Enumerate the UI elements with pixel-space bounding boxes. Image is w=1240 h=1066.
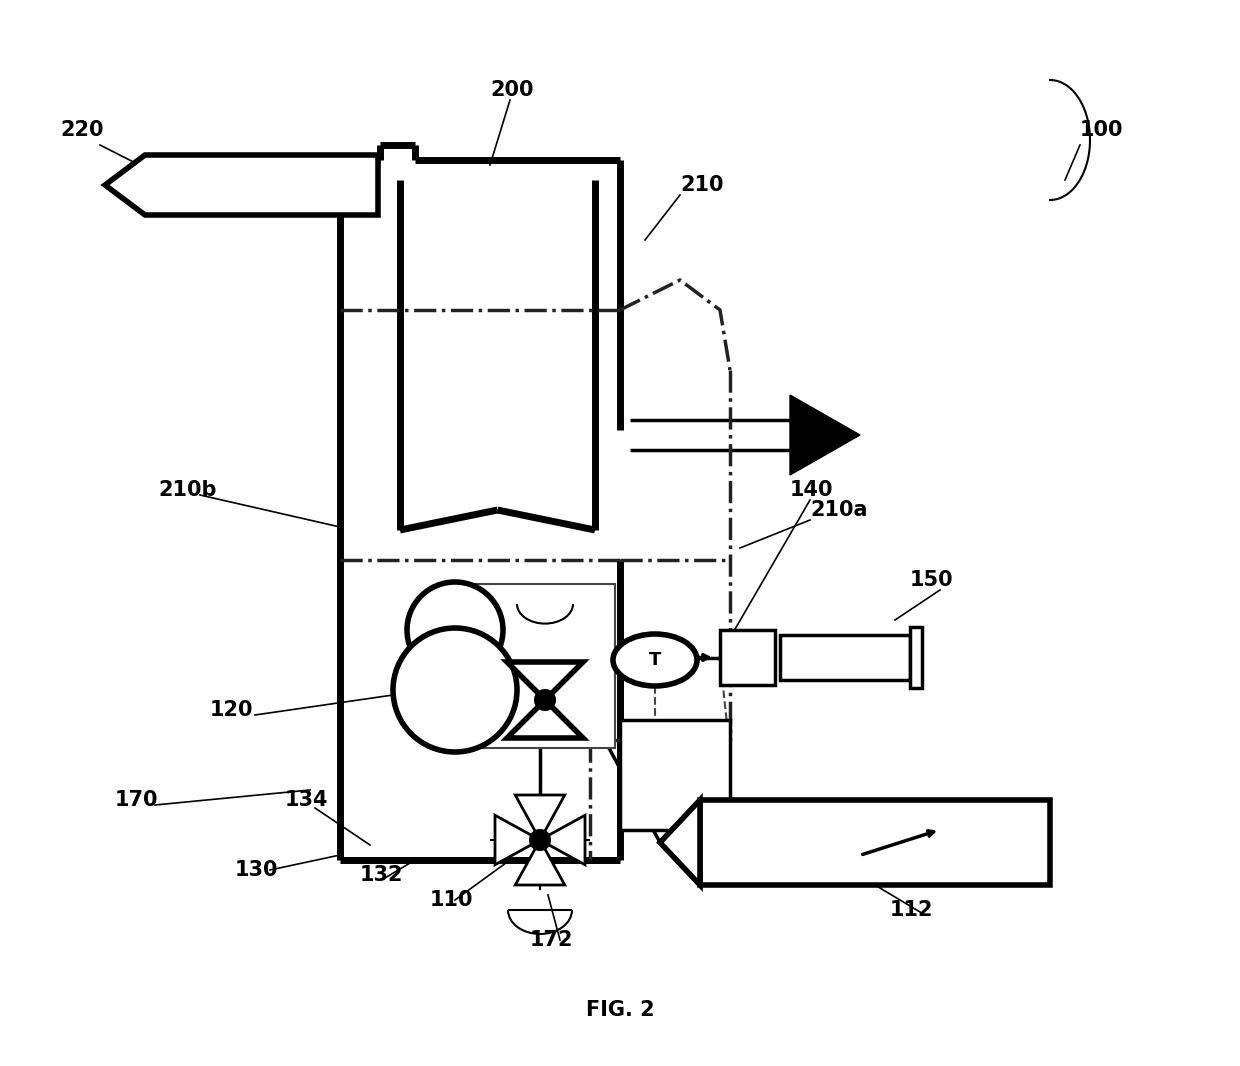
Polygon shape <box>495 815 539 865</box>
Bar <box>720 630 775 685</box>
Polygon shape <box>516 840 564 885</box>
Polygon shape <box>660 800 701 885</box>
Text: 220: 220 <box>60 120 103 140</box>
Bar <box>620 720 730 830</box>
Circle shape <box>407 582 503 678</box>
Circle shape <box>534 690 556 710</box>
Text: 132: 132 <box>360 865 403 885</box>
Circle shape <box>393 628 517 752</box>
Text: 100: 100 <box>1080 120 1123 140</box>
Text: 210a: 210a <box>810 500 868 520</box>
Polygon shape <box>507 662 583 700</box>
Circle shape <box>529 830 551 850</box>
Bar <box>701 800 1050 885</box>
Bar <box>780 635 910 680</box>
Text: 200: 200 <box>490 80 533 100</box>
Text: 210b: 210b <box>157 480 217 500</box>
Polygon shape <box>790 395 861 475</box>
Text: 120: 120 <box>210 700 253 720</box>
Ellipse shape <box>613 634 697 687</box>
Text: 112: 112 <box>890 900 934 920</box>
Polygon shape <box>516 795 564 840</box>
Text: 210: 210 <box>680 175 723 195</box>
Text: T: T <box>649 651 661 669</box>
Polygon shape <box>507 700 583 738</box>
Text: 140: 140 <box>790 480 833 500</box>
Text: 134: 134 <box>285 790 329 810</box>
Text: FIG. 2: FIG. 2 <box>585 1000 655 1020</box>
Bar <box>910 627 923 688</box>
Text: 172: 172 <box>529 930 573 950</box>
Polygon shape <box>105 155 378 215</box>
Text: 150: 150 <box>910 570 954 589</box>
Text: 130: 130 <box>236 860 279 881</box>
Polygon shape <box>539 815 585 865</box>
Text: 170: 170 <box>115 790 159 810</box>
Bar <box>475 584 615 748</box>
Text: 110: 110 <box>430 890 474 910</box>
